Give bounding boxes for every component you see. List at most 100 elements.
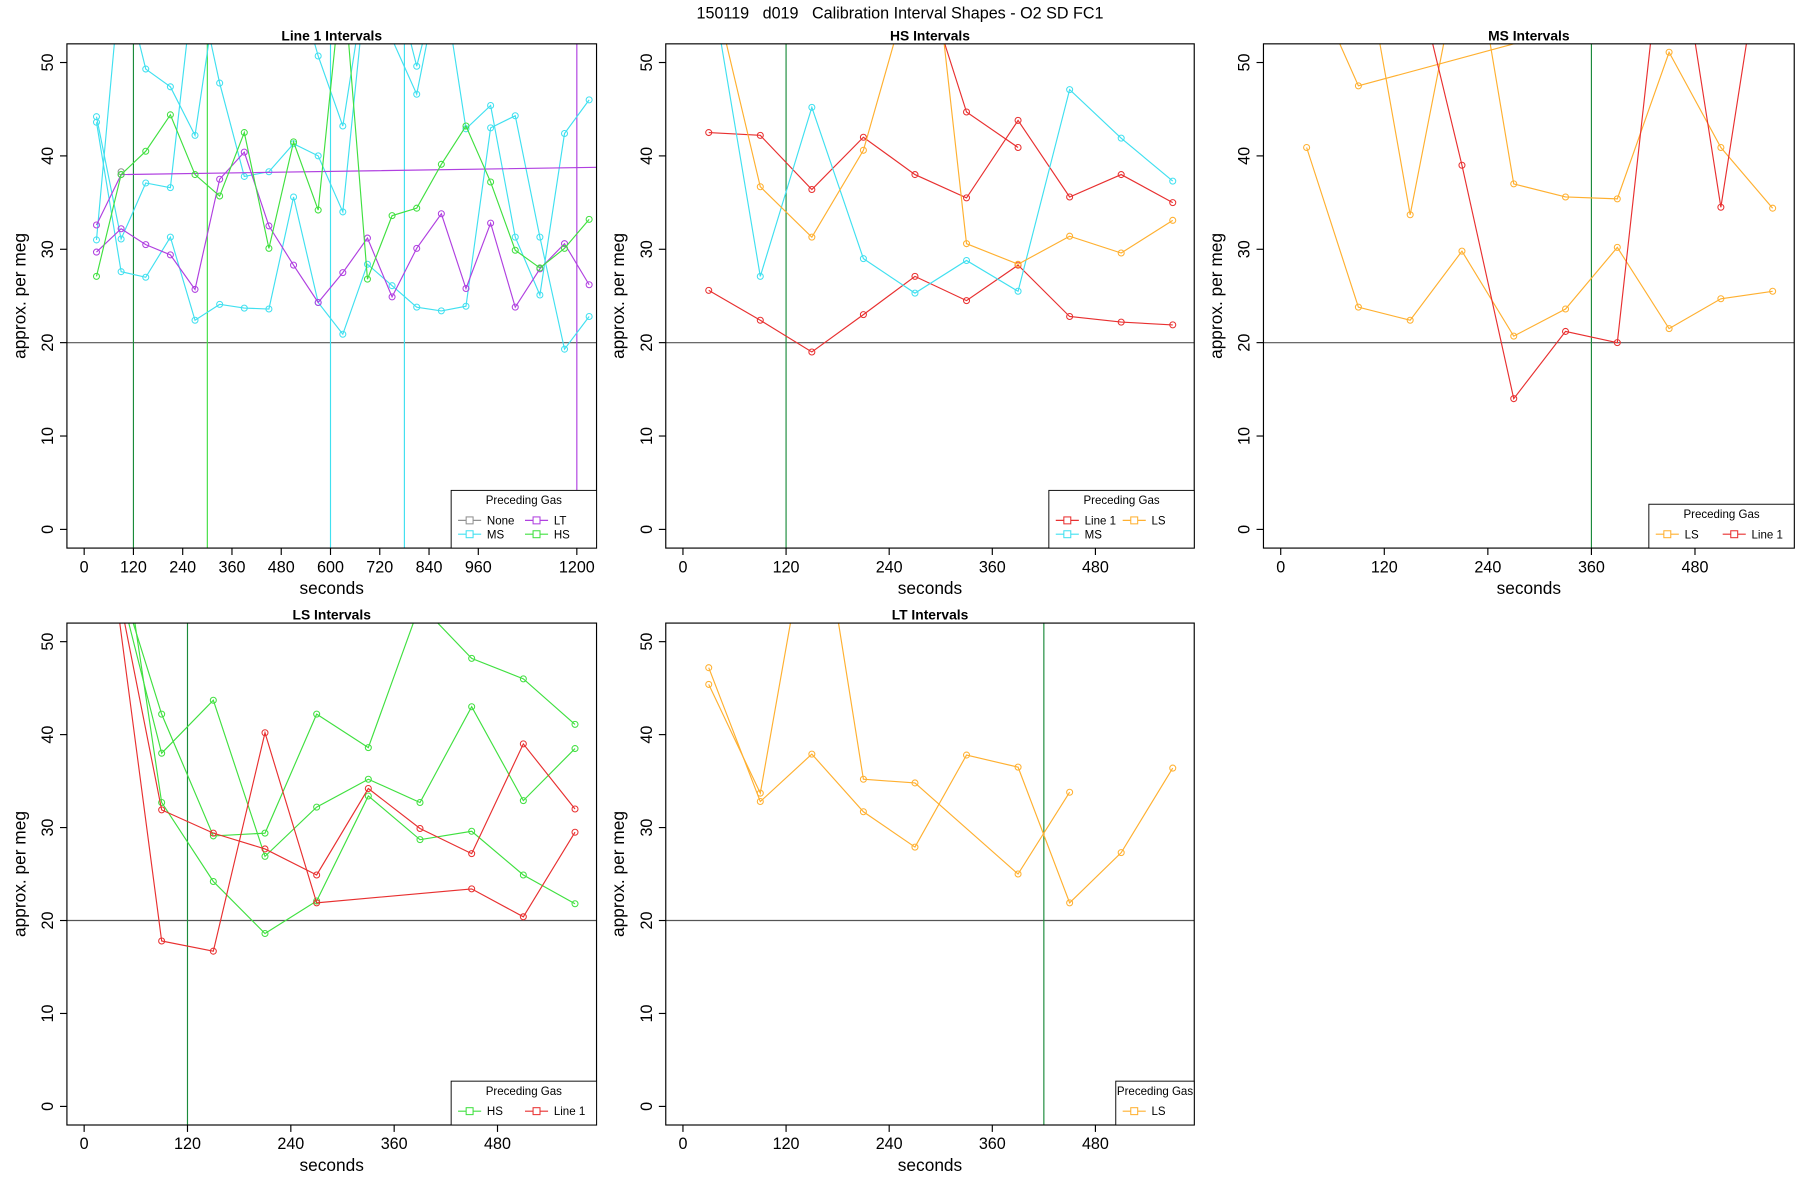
panel: Line 1 Intervals seconds approx. per meg 0 1…	[9, 27, 598, 598]
legend-swatch	[1063, 516, 1072, 525]
data-point	[314, 52, 322, 60]
data-point	[413, 90, 421, 98]
series-line	[132, 623, 576, 837]
data-point	[560, 240, 569, 248]
data-point	[1406, 211, 1414, 219]
x-tick-label: 240	[876, 558, 903, 576]
data-point	[313, 803, 321, 811]
data-point	[265, 305, 273, 313]
legend: Preceding Gas None MS LT HS	[450, 489, 597, 549]
series-line	[128, 623, 576, 858]
data-point	[339, 122, 347, 130]
data-point	[963, 751, 971, 759]
data-point	[240, 172, 248, 180]
x-tick-label: 480	[484, 1135, 511, 1153]
series	[705, 623, 792, 797]
data-point	[1717, 295, 1725, 303]
data-point	[1117, 318, 1125, 326]
x-tick-label: 240	[169, 558, 196, 576]
data-point	[1510, 395, 1518, 403]
legend-swatch	[532, 516, 541, 525]
x-tick-label: 600	[317, 558, 344, 576]
series	[92, 112, 593, 353]
legend-label: MS	[1085, 529, 1103, 541]
y-tick-label: 10	[638, 1004, 656, 1022]
data-point	[265, 244, 273, 252]
data-point	[571, 805, 579, 813]
y-tick-label: 0	[1236, 525, 1254, 534]
y-tick-label: 40	[1236, 147, 1254, 165]
series	[705, 664, 1177, 907]
y-tick-label: 10	[1236, 427, 1254, 445]
data-point	[92, 221, 101, 229]
series	[705, 116, 1177, 207]
data-point	[142, 65, 150, 73]
data-point	[468, 850, 476, 858]
x-tick-label: 240	[277, 1135, 304, 1153]
data-point	[705, 286, 713, 294]
data-point	[413, 62, 421, 70]
panel: LS Intervals seconds approx. per meg 0 120 24…	[9, 607, 598, 1175]
series-line	[720, 43, 1174, 294]
legend-box	[450, 1080, 597, 1126]
data-point	[240, 148, 248, 156]
data-point	[240, 304, 248, 312]
data-point	[963, 240, 971, 248]
series-line	[708, 623, 792, 796]
y-tick-label: 40	[39, 147, 57, 165]
legend-swatch	[465, 1107, 474, 1116]
data-point	[756, 272, 764, 280]
series-line	[725, 43, 895, 239]
data-point	[437, 160, 445, 168]
data-point	[209, 829, 217, 837]
y-tick-label: 20	[1236, 334, 1254, 352]
x-tick-label: 240	[876, 1135, 903, 1153]
data-point	[511, 233, 519, 241]
legend: Preceding Gas LS Line 1	[1648, 503, 1795, 549]
y-tick-label: 30	[39, 240, 57, 258]
data-point	[158, 710, 166, 718]
legend-label: LT	[554, 515, 567, 527]
panel-title: MS Intervals	[1488, 27, 1570, 43]
data-point	[911, 272, 919, 280]
y-tick-label: 30	[638, 819, 656, 837]
data-point	[536, 291, 544, 299]
y-tick-label: 20	[638, 334, 656, 352]
data-point	[166, 251, 174, 259]
data-point	[142, 273, 150, 281]
series	[1432, 43, 1747, 403]
y-tick-label: 20	[39, 912, 57, 930]
y-axis-label: approx. per meg	[9, 233, 29, 359]
data-point	[363, 260, 371, 268]
data-point	[585, 281, 593, 289]
legend-swatch	[1130, 516, 1139, 525]
series	[943, 43, 1177, 268]
data-point	[911, 171, 919, 179]
x-axis-label: seconds	[300, 578, 365, 598]
series	[134, 623, 579, 938]
y-tick-label: 10	[638, 427, 656, 445]
data-point	[519, 871, 527, 879]
data-point	[1717, 203, 1725, 211]
data-point	[261, 852, 269, 860]
series-line	[95, 43, 210, 240]
data-point	[462, 122, 470, 130]
data-point	[1717, 143, 1725, 152]
series-line	[1339, 43, 1516, 87]
data-point	[519, 675, 527, 683]
series-line	[124, 623, 576, 876]
data-point	[519, 740, 527, 748]
series	[725, 43, 895, 241]
legend-label: LS	[1685, 529, 1699, 541]
data-point	[339, 330, 347, 338]
legend-title: Preceding Gas	[1683, 509, 1759, 521]
data-point	[261, 829, 269, 837]
x-tick-label: 360	[979, 1135, 1006, 1153]
data-point	[571, 745, 579, 753]
legend-box	[450, 489, 597, 549]
data-point	[314, 298, 322, 307]
series-line	[1306, 147, 1773, 337]
data-point	[808, 233, 816, 241]
legend-swatch	[1663, 530, 1672, 539]
